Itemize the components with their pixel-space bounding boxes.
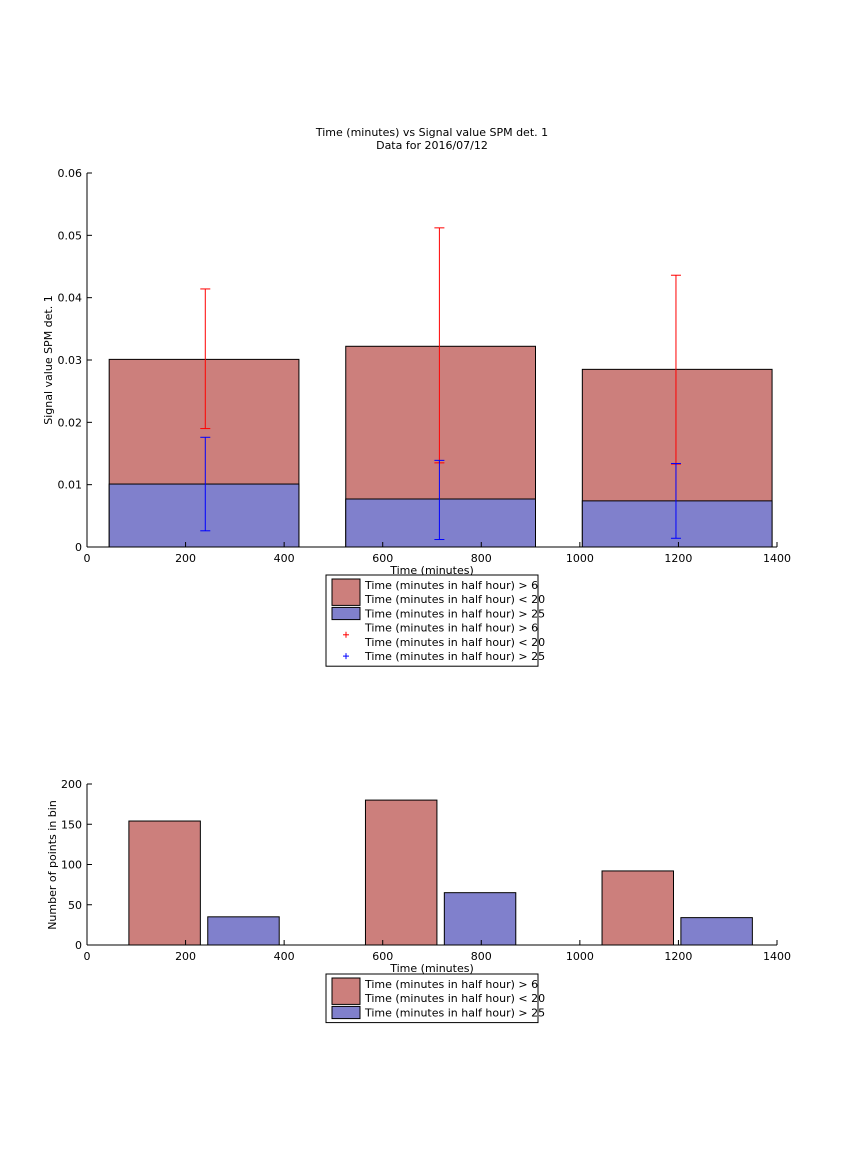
bar [207,916,280,946]
legend-swatch [331,606,361,621]
legend-label: Time (minutes in half hour) < 20 [364,593,545,606]
y-tick-label: 50 [68,899,82,912]
legend-label: Time (minutes in half hour) > 25 [364,607,545,620]
legend-label: Time (minutes in half hour) < 20 [364,992,545,1005]
legend-swatch [331,977,361,1005]
bar [108,483,300,548]
x-tick-label: 800 [471,552,492,565]
y-tick-label: 0.04 [58,292,83,305]
x-tick-label: 1400 [763,950,791,963]
chart-subtitle: Data for 2016/07/12 [376,139,488,152]
bar [345,498,536,548]
x-tick-label: 200 [175,950,196,963]
bar [581,500,773,548]
x-tick-label: 0 [84,552,91,565]
legend-box [325,973,539,1024]
x-tick-label: 1200 [664,552,692,565]
x-axis-label: Time (minutes) [389,564,474,577]
x-tick-label: 400 [274,950,295,963]
x-tick-label: 800 [471,950,492,963]
bar [364,799,438,946]
bar [443,892,517,946]
y-tick-label: 0.02 [58,416,83,429]
legend-label: Time (minutes in half hour) < 20 [364,636,545,649]
y-tick-label: 0.05 [58,229,83,242]
legend-swatch [331,1005,361,1020]
x-tick-label: 200 [175,552,196,565]
x-tick-label: 600 [372,552,393,565]
x-tick-label: 0 [84,950,91,963]
x-tick-label: 1400 [763,552,791,565]
plot-area: 0 200 400 600 800 1000 1200 1400 0 0.01 0.02 0.03 0.… [58,167,792,565]
y-tick-label: 100 [61,859,82,872]
y-tick-label: 0.06 [58,167,83,180]
x-tick-label: 1200 [664,950,692,963]
bar [680,917,753,946]
points-per-bin-chart: 0 200 400 600 800 1000 1200 1400 0 50 100 150 200 Ti… [46,778,791,1024]
y-tick-label: 0 [75,939,82,952]
x-tick-label: 400 [274,552,295,565]
legend-swatch [331,578,361,606]
x-tick-label: 1000 [566,950,594,963]
y-tick-label: 0.01 [58,479,83,492]
x-axis-label: Time (minutes) [389,962,474,975]
x-tick-label: 1000 [566,552,594,565]
bar [601,870,674,946]
bar [128,820,201,946]
chart-title: Time (minutes) vs Signal value SPM det. … [315,126,548,139]
y-tick-label: 200 [61,778,82,791]
y-tick-label: 0.03 [58,354,83,367]
x-tick-label: 600 [372,950,393,963]
legend-label: Time (minutes in half hour) > 6 [364,978,538,991]
y-axis-label: Signal value SPM det. 1 [42,295,55,425]
y-tick-label: 150 [61,818,82,831]
plot-area: 0 200 400 600 800 1000 1200 1400 0 50 100 150 200 [61,778,791,963]
legend-label: Time (minutes in half hour) > 6 [364,579,538,592]
y-tick-label: 0 [75,541,82,554]
legend-label: Time (minutes in half hour) > 6 [364,622,538,635]
signal-value-chart: Time (minutes) vs Signal value SPM det. … [42,126,792,667]
legend-label: Time (minutes in half hour) > 25 [364,1006,545,1019]
legend-label: Time (minutes in half hour) > 25 [364,650,545,663]
legend-box [325,574,539,667]
y-axis-label: Number of points in bin [46,800,59,930]
